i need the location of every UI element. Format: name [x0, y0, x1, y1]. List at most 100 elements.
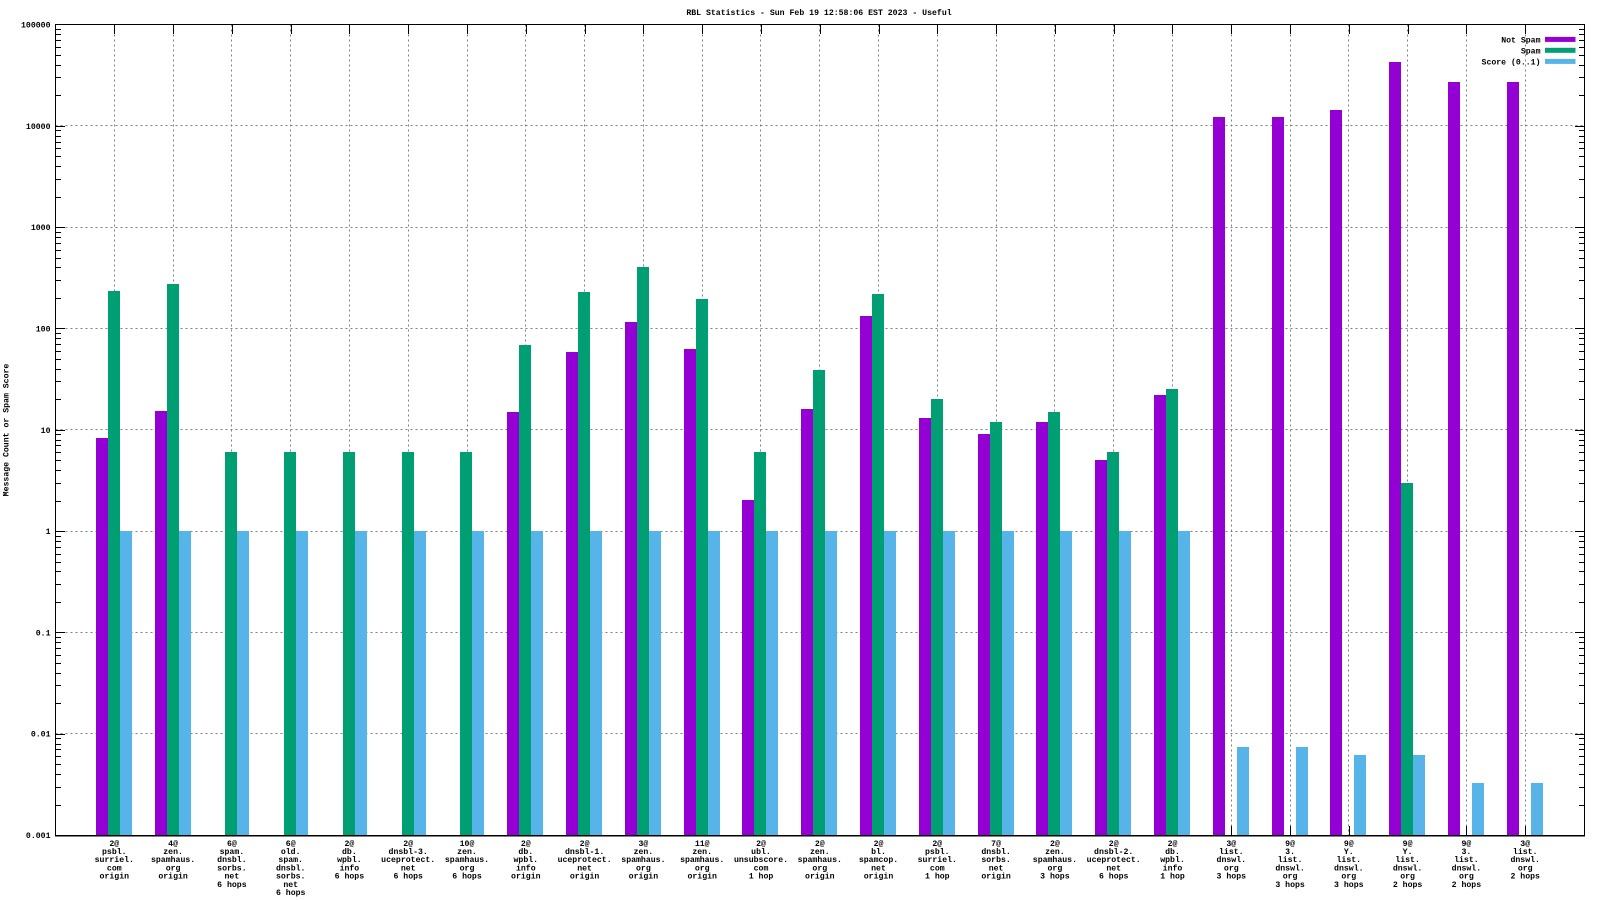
svg-text:origin: origin — [805, 872, 835, 882]
svg-text:dnsbl.: dnsbl. — [981, 847, 1010, 857]
svg-text:2@: 2@ — [932, 839, 942, 849]
svg-text:sorbs.: sorbs. — [217, 863, 246, 873]
svg-text:origin: origin — [158, 872, 188, 882]
svg-text:net: net — [401, 864, 416, 873]
svg-text:zen.: zen. — [634, 848, 654, 857]
svg-text:1000: 1000 — [31, 224, 51, 233]
svg-text:2@: 2@ — [756, 839, 766, 849]
svg-text:0.1: 0.1 — [36, 629, 51, 638]
svg-text:origin: origin — [981, 872, 1011, 882]
svg-text:list.: list. — [1278, 855, 1303, 865]
svg-text:uceprotect.: uceprotect. — [558, 856, 612, 865]
svg-text:3@: 3@ — [1520, 839, 1530, 849]
svg-text:wpbl.: wpbl. — [514, 855, 539, 865]
svg-text:3 hops: 3 hops — [1334, 880, 1364, 890]
svg-text:list.: list. — [1219, 847, 1244, 857]
svg-text:Y.: Y. — [1403, 848, 1413, 857]
svg-text:com: com — [930, 864, 945, 873]
svg-text:wpbl.: wpbl. — [1160, 855, 1185, 865]
svg-text:bl.: bl. — [871, 847, 886, 857]
svg-text:Not Spam: Not Spam — [1501, 36, 1540, 45]
svg-text:db.: db. — [342, 847, 357, 857]
svg-text:dnswl.: dnswl. — [1510, 855, 1539, 865]
svg-text:Spam: Spam — [1521, 47, 1541, 56]
svg-text:zen.: zen. — [1045, 848, 1065, 857]
svg-text:dnsbl-3.: dnsbl-3. — [389, 847, 428, 857]
svg-text:2@: 2@ — [403, 839, 413, 849]
svg-text:origin: origin — [864, 872, 894, 882]
svg-text:org: org — [1283, 873, 1298, 882]
svg-text:spam.: spam. — [220, 848, 245, 857]
svg-text:info: info — [1163, 863, 1183, 873]
svg-text:list.: list. — [1454, 855, 1479, 865]
svg-text:9@: 9@ — [1285, 839, 1295, 849]
svg-text:ubl.: ubl. — [751, 847, 771, 857]
svg-text:2@: 2@ — [1050, 839, 1060, 849]
svg-text:1 hop: 1 hop — [749, 872, 774, 882]
svg-text:spamhaus.: spamhaus. — [621, 855, 665, 865]
svg-text:spamhaus.: spamhaus. — [680, 855, 724, 865]
svg-text:surriel.: surriel. — [918, 855, 957, 865]
svg-text:2@: 2@ — [521, 839, 531, 849]
svg-text:org: org — [1400, 873, 1415, 882]
svg-text:dnswl.: dnswl. — [1217, 855, 1246, 865]
svg-text:org: org — [460, 864, 475, 873]
svg-text:Message Count or Spam Score: Message Count or Spam Score — [3, 364, 12, 497]
svg-text:psbl.: psbl. — [925, 847, 950, 857]
svg-text:3.: 3. — [1461, 848, 1471, 857]
svg-text:2@: 2@ — [815, 839, 825, 849]
svg-text:dnsbl.: dnsbl. — [276, 863, 305, 873]
svg-text:origin: origin — [511, 872, 541, 882]
svg-text:uceprotect.: uceprotect. — [381, 856, 435, 865]
svg-text:dnsbl-1.: dnsbl-1. — [565, 847, 604, 857]
svg-text:list.: list. — [1513, 847, 1538, 857]
svg-text:7@: 7@ — [991, 839, 1001, 849]
svg-text:origin: origin — [629, 872, 659, 882]
svg-text:3 hops: 3 hops — [1275, 880, 1305, 890]
svg-text:1 hop: 1 hop — [925, 872, 950, 882]
svg-text:com: com — [754, 864, 769, 873]
svg-text:spamhaus.: spamhaus. — [1033, 855, 1077, 865]
svg-text:11@: 11@ — [695, 839, 710, 849]
svg-text:zen.: zen. — [163, 848, 183, 857]
svg-text:0.01: 0.01 — [31, 731, 51, 740]
svg-text:4@: 4@ — [168, 839, 178, 849]
svg-text:Y.: Y. — [1344, 848, 1354, 857]
svg-text:spamhaus.: spamhaus. — [445, 855, 489, 865]
svg-text:sorbs.: sorbs. — [276, 872, 305, 882]
svg-text:100: 100 — [36, 325, 51, 334]
svg-text:org: org — [812, 864, 827, 873]
svg-text:2@: 2@ — [344, 839, 354, 849]
svg-text:dnsbl.: dnsbl. — [217, 855, 246, 865]
svg-text:2@: 2@ — [1168, 839, 1178, 849]
svg-text:dnswl.: dnswl. — [1393, 863, 1422, 873]
svg-text:spamhaus.: spamhaus. — [798, 855, 842, 865]
svg-text:com: com — [107, 864, 122, 873]
svg-text:Score (0..1): Score (0..1) — [1482, 57, 1541, 67]
svg-text:9@: 9@ — [1461, 839, 1471, 849]
svg-text:wpbl.: wpbl. — [337, 855, 362, 865]
svg-text:sorbs.: sorbs. — [981, 855, 1010, 865]
svg-text:info: info — [516, 863, 536, 873]
svg-text:uceprotect.: uceprotect. — [1087, 856, 1141, 865]
svg-text:list.: list. — [1337, 855, 1362, 865]
svg-text:spamhaus.: spamhaus. — [151, 855, 195, 865]
svg-text:org: org — [1224, 864, 1239, 873]
svg-text:2@: 2@ — [874, 839, 884, 849]
svg-text:1 hop: 1 hop — [1160, 872, 1185, 882]
svg-text:6 hops: 6 hops — [335, 872, 365, 882]
svg-text:2@: 2@ — [1109, 839, 1119, 849]
svg-text:10: 10 — [41, 427, 51, 436]
svg-text:1: 1 — [46, 528, 51, 537]
svg-text:db.: db. — [1165, 847, 1180, 857]
svg-text:net: net — [283, 881, 298, 890]
svg-text:net: net — [871, 864, 886, 873]
svg-text:surriel.: surriel. — [95, 855, 134, 865]
svg-text:db.: db. — [518, 847, 533, 857]
svg-text:2 hops: 2 hops — [1393, 880, 1423, 890]
svg-text:RBL Statistics - Sun Feb 19 12: RBL Statistics - Sun Feb 19 12:58:06 EST… — [686, 8, 951, 18]
svg-text:3 hops: 3 hops — [1040, 872, 1070, 882]
svg-text:org: org — [1048, 864, 1063, 873]
svg-text:dnswl.: dnswl. — [1334, 863, 1363, 873]
svg-text:100000: 100000 — [21, 22, 51, 31]
